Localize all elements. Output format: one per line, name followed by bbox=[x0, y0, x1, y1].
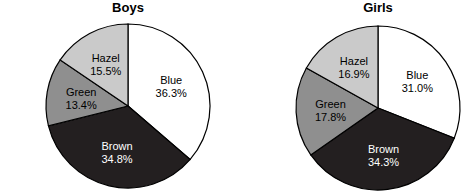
slice-category-label: Green bbox=[315, 98, 346, 110]
pie-group: Boys Blue36.3% Brown34.8% Green13.4% Hazel15… bbox=[46, 0, 210, 188]
pie-group: Girls Blue31.0% Brown34.3% Green17.8% Hazel1… bbox=[296, 0, 460, 190]
slice-value-label: 31.0% bbox=[402, 82, 433, 94]
slice-category-label: Hazel bbox=[92, 52, 120, 64]
slice-value-label: 34.8% bbox=[101, 153, 132, 165]
slice-value-label: 13.4% bbox=[66, 99, 97, 111]
slice-value-label: 16.9% bbox=[338, 68, 369, 80]
slice-value-label: 36.3% bbox=[156, 87, 187, 99]
slice-value-label: 17.8% bbox=[315, 111, 346, 123]
slice-category-label: Green bbox=[66, 86, 97, 98]
chart-canvas: BoysBlue36.3%Brown34.8%Green13.4%Hazel15… bbox=[0, 0, 468, 191]
slice-category-label: Blue bbox=[160, 74, 182, 86]
labels: Blue36.3% Brown34.8% Green13.4% Hazel15.5% bbox=[66, 52, 187, 165]
slices bbox=[46, 24, 210, 188]
slice-category-label: Hazel bbox=[340, 55, 368, 67]
slices bbox=[296, 26, 460, 190]
slice-value-label: 34.3% bbox=[368, 156, 399, 168]
pie-slice bbox=[306, 26, 378, 108]
slice-category-label: Blue bbox=[406, 69, 428, 81]
slice-category-label: Brown bbox=[101, 140, 132, 152]
slice-category-label: Brown bbox=[368, 143, 399, 155]
labels: Blue31.0% Brown34.3% Green17.8% Hazel16.9% bbox=[315, 55, 433, 168]
pie-slice bbox=[60, 24, 128, 106]
pie-slice bbox=[311, 108, 454, 190]
slice-value-label: 15.5% bbox=[90, 65, 121, 77]
chart-title: Girls bbox=[363, 0, 393, 15]
chart-title: Boys bbox=[112, 0, 144, 15]
